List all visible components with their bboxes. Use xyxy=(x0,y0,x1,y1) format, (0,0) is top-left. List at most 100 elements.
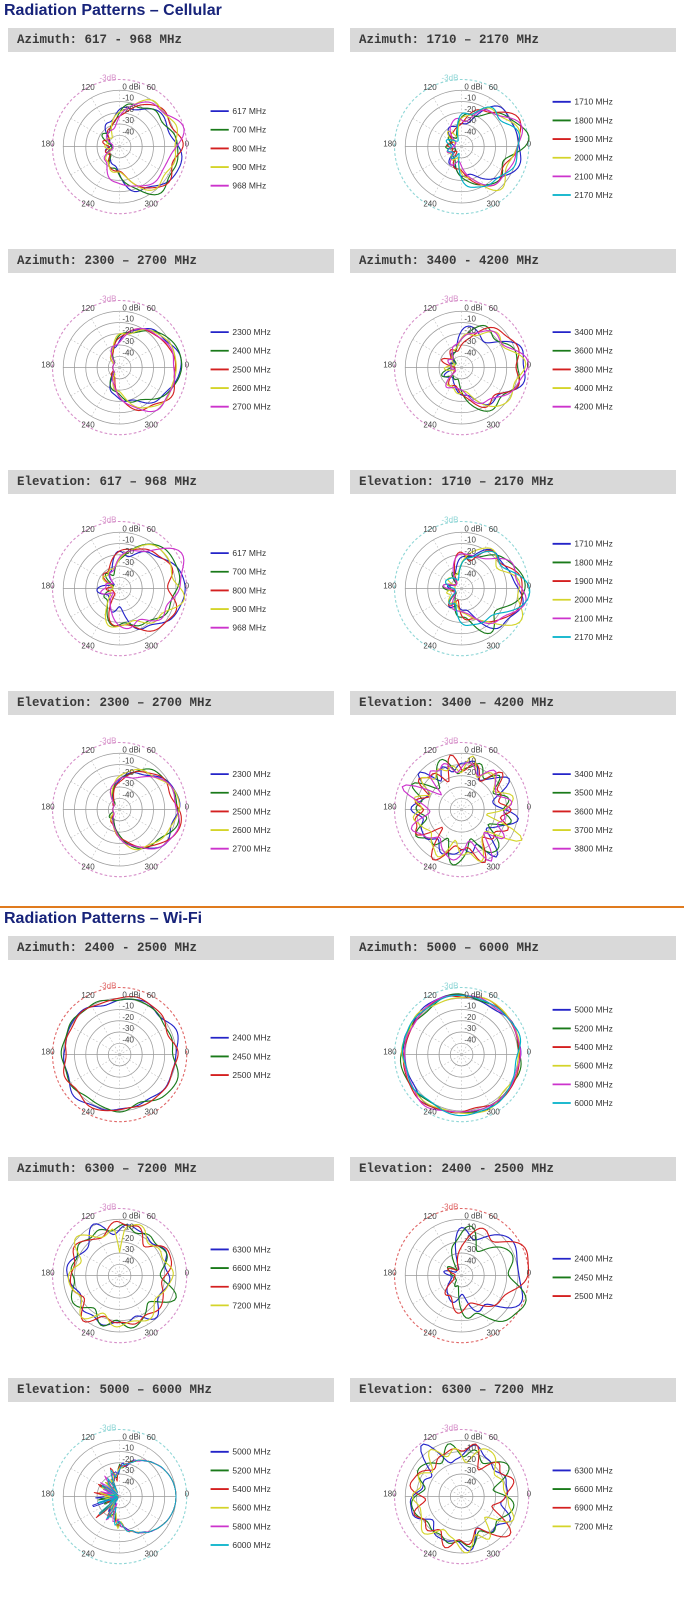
svg-text:-30: -30 xyxy=(122,1024,134,1033)
svg-text:1900 MHz: 1900 MHz xyxy=(574,134,612,144)
svg-text:6000 MHz: 6000 MHz xyxy=(574,1098,612,1108)
svg-text:2400 MHz: 2400 MHz xyxy=(574,1254,612,1264)
svg-text:-30: -30 xyxy=(122,1466,134,1475)
svg-text:2450 MHz: 2450 MHz xyxy=(232,1051,270,1061)
svg-text:300: 300 xyxy=(145,1550,159,1559)
svg-text:60: 60 xyxy=(147,1433,156,1442)
svg-text:240: 240 xyxy=(423,200,437,209)
svg-text:800 MHz: 800 MHz xyxy=(232,585,266,595)
svg-text:-20: -20 xyxy=(464,768,476,777)
svg-text:-30: -30 xyxy=(464,116,476,125)
svg-text:3400 MHz: 3400 MHz xyxy=(574,769,612,779)
svg-text:-3dB: -3dB xyxy=(442,982,459,991)
svg-text:0 dBi: 0 dBi xyxy=(464,990,482,999)
svg-text:4000 MHz: 4000 MHz xyxy=(574,383,612,393)
svg-text:5600 MHz: 5600 MHz xyxy=(232,1503,270,1513)
svg-text:120: 120 xyxy=(423,525,437,534)
svg-text:120: 120 xyxy=(423,746,437,755)
svg-text:180: 180 xyxy=(41,1048,55,1057)
svg-text:-3dB: -3dB xyxy=(100,74,117,83)
svg-text:-3dB: -3dB xyxy=(100,737,117,746)
svg-text:180: 180 xyxy=(41,1269,55,1278)
svg-text:0 dBi: 0 dBi xyxy=(122,524,140,533)
svg-text:0: 0 xyxy=(527,140,532,149)
svg-text:0 dBi: 0 dBi xyxy=(122,990,140,999)
svg-text:-20: -20 xyxy=(464,105,476,114)
svg-text:-30: -30 xyxy=(464,779,476,788)
svg-text:700 MHz: 700 MHz xyxy=(232,567,266,577)
svg-text:0: 0 xyxy=(185,803,190,812)
svg-text:5200 MHz: 5200 MHz xyxy=(232,1465,270,1475)
svg-text:7200 MHz: 7200 MHz xyxy=(232,1300,270,1310)
svg-text:240: 240 xyxy=(423,1550,437,1559)
svg-text:0: 0 xyxy=(527,582,532,591)
svg-text:180: 180 xyxy=(41,803,55,812)
svg-text:120: 120 xyxy=(81,304,95,313)
svg-text:-10: -10 xyxy=(464,94,476,103)
svg-text:-30: -30 xyxy=(464,1466,476,1475)
svg-text:1900 MHz: 1900 MHz xyxy=(574,576,612,586)
svg-text:-30: -30 xyxy=(122,337,134,346)
svg-text:300: 300 xyxy=(487,1108,501,1117)
svg-text:240: 240 xyxy=(81,863,95,872)
svg-text:240: 240 xyxy=(81,200,95,209)
svg-text:-10: -10 xyxy=(464,1002,476,1011)
svg-text:-10: -10 xyxy=(464,1223,476,1232)
svg-text:2400 MHz: 2400 MHz xyxy=(232,1033,270,1043)
svg-text:-40: -40 xyxy=(122,569,134,578)
svg-text:-20: -20 xyxy=(464,1013,476,1022)
svg-text:60: 60 xyxy=(489,525,498,534)
svg-text:240: 240 xyxy=(423,1108,437,1117)
svg-text:-30: -30 xyxy=(122,116,134,125)
svg-text:300: 300 xyxy=(487,421,501,430)
svg-text:-3dB: -3dB xyxy=(442,74,459,83)
svg-text:3800 MHz: 3800 MHz xyxy=(574,364,612,374)
svg-text:180: 180 xyxy=(383,803,397,812)
svg-text:0: 0 xyxy=(527,1048,532,1057)
svg-text:-10: -10 xyxy=(122,1223,134,1232)
svg-text:-3dB: -3dB xyxy=(442,737,459,746)
svg-text:0: 0 xyxy=(527,803,532,812)
svg-text:0: 0 xyxy=(185,361,190,370)
svg-text:6900 MHz: 6900 MHz xyxy=(574,1503,612,1513)
svg-text:6900 MHz: 6900 MHz xyxy=(232,1282,270,1292)
svg-text:2100 MHz: 2100 MHz xyxy=(574,171,612,181)
svg-text:-20: -20 xyxy=(464,1234,476,1243)
svg-text:3500 MHz: 3500 MHz xyxy=(574,788,612,798)
svg-text:-3dB: -3dB xyxy=(100,1424,117,1433)
svg-text:900 MHz: 900 MHz xyxy=(232,162,266,172)
svg-text:7200 MHz: 7200 MHz xyxy=(574,1521,612,1531)
svg-text:968 MHz: 968 MHz xyxy=(232,181,266,191)
svg-text:300: 300 xyxy=(487,1550,501,1559)
svg-text:-3dB: -3dB xyxy=(442,295,459,304)
svg-text:60: 60 xyxy=(489,991,498,1000)
svg-text:2700 MHz: 2700 MHz xyxy=(232,402,270,412)
svg-text:5800 MHz: 5800 MHz xyxy=(232,1521,270,1531)
svg-text:0 dBi: 0 dBi xyxy=(464,1432,482,1441)
svg-text:2450 MHz: 2450 MHz xyxy=(574,1272,612,1282)
svg-text:0: 0 xyxy=(185,1490,190,1499)
svg-text:-30: -30 xyxy=(464,337,476,346)
svg-text:-40: -40 xyxy=(464,569,476,578)
svg-text:2000 MHz: 2000 MHz xyxy=(574,595,612,605)
svg-text:0 dBi: 0 dBi xyxy=(122,745,140,754)
svg-text:5400 MHz: 5400 MHz xyxy=(232,1484,270,1494)
svg-text:-40: -40 xyxy=(464,1035,476,1044)
svg-text:0 dBi: 0 dBi xyxy=(122,303,140,312)
svg-text:180: 180 xyxy=(383,361,397,370)
svg-text:700 MHz: 700 MHz xyxy=(232,125,266,135)
svg-text:-20: -20 xyxy=(464,547,476,556)
svg-text:5400 MHz: 5400 MHz xyxy=(574,1042,612,1052)
svg-text:2600 MHz: 2600 MHz xyxy=(232,383,270,393)
svg-text:-20: -20 xyxy=(122,768,134,777)
svg-text:0: 0 xyxy=(527,361,532,370)
svg-text:60: 60 xyxy=(489,1212,498,1221)
svg-text:-10: -10 xyxy=(464,536,476,545)
svg-text:0 dBi: 0 dBi xyxy=(464,524,482,533)
svg-text:60: 60 xyxy=(147,83,156,92)
svg-text:120: 120 xyxy=(81,1212,95,1221)
svg-text:300: 300 xyxy=(145,1108,159,1117)
svg-text:180: 180 xyxy=(383,140,397,149)
svg-text:180: 180 xyxy=(41,1490,55,1499)
svg-text:0: 0 xyxy=(185,582,190,591)
